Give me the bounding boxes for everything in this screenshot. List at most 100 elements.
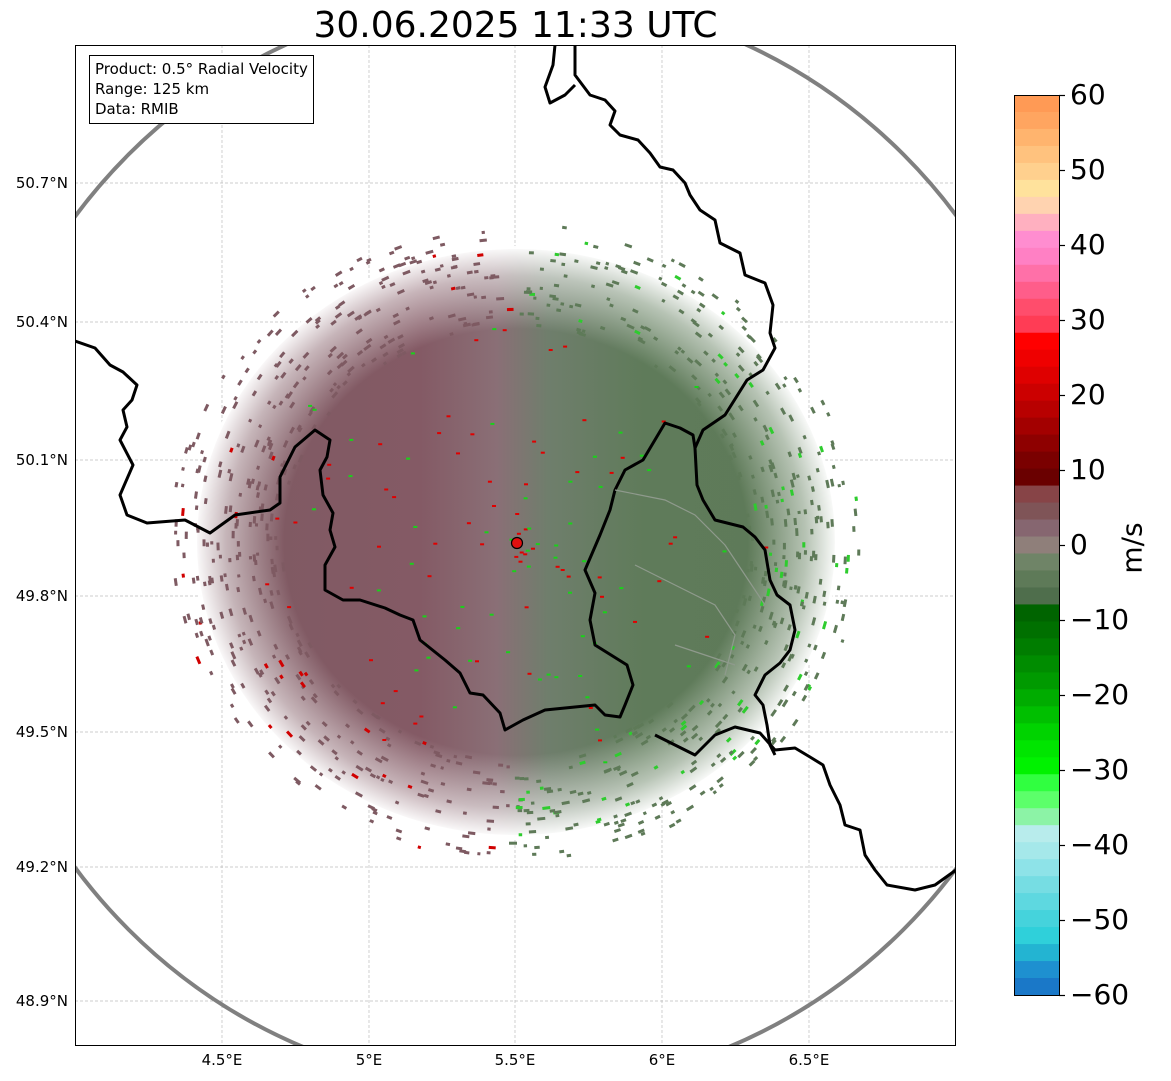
radar-gate	[691, 374, 698, 381]
radar-gate	[450, 286, 456, 291]
map-frame[interactable]	[75, 45, 956, 1046]
radar-gate	[846, 554, 850, 562]
radar-gate	[266, 400, 272, 406]
radar-gate	[424, 280, 433, 286]
radar-gate	[429, 285, 434, 290]
radar-gate	[542, 806, 551, 810]
colorbar-band	[1014, 162, 1059, 181]
radar-gate	[770, 462, 776, 470]
radar-gate	[626, 323, 635, 330]
radar-gate	[697, 290, 705, 297]
radar-gate	[279, 674, 284, 680]
radar-gate	[515, 806, 523, 810]
radar-gate	[241, 631, 246, 636]
radar-gate	[473, 321, 480, 326]
radar-gate	[637, 820, 645, 825]
radar-map[interactable]	[75, 45, 956, 1046]
radar-gate	[331, 391, 339, 399]
radar-gate	[712, 790, 717, 795]
radar-gate	[364, 766, 372, 773]
radar-gate	[764, 434, 770, 441]
radar-gate	[749, 564, 754, 572]
radar-gate	[731, 432, 737, 438]
radar-gate	[791, 472, 797, 481]
radar-gate	[349, 740, 355, 745]
radar-gate	[825, 479, 830, 489]
radar-gate	[240, 355, 245, 360]
lon-label: 6.5°E	[788, 1051, 830, 1069]
radar-gate	[369, 819, 375, 824]
radar-gate	[742, 597, 748, 606]
radar-gate	[741, 325, 748, 332]
radar-gate	[581, 329, 586, 334]
radar-gate	[396, 348, 404, 354]
radar-gate	[425, 249, 434, 255]
radar-gate	[354, 791, 363, 798]
radar-gate	[263, 704, 271, 712]
radar-gate	[229, 703, 235, 709]
radar-gate	[793, 584, 798, 590]
radar-gate	[579, 760, 586, 766]
radar-gate	[734, 299, 740, 304]
radar-gate	[523, 290, 532, 294]
radar-gate	[347, 365, 355, 374]
radar-gate	[719, 756, 727, 764]
radar-gate	[735, 608, 740, 614]
radar-gate	[605, 282, 614, 288]
lon-label: 5.5°E	[494, 1051, 536, 1069]
colorbar-tick-label: −30	[1070, 753, 1130, 786]
radar-gate	[802, 542, 806, 548]
radar-gate	[456, 452, 460, 455]
radar-gate	[280, 371, 287, 379]
radar-gate	[573, 822, 579, 827]
radar-gate	[660, 802, 666, 807]
radar-gate	[237, 574, 241, 578]
radar-gate	[545, 835, 550, 840]
radar-gate	[810, 528, 814, 535]
radar-gate	[455, 761, 463, 766]
radar-gate	[413, 525, 418, 528]
radar-gate	[640, 325, 646, 330]
radar-gate	[673, 718, 678, 724]
radar-gate	[492, 805, 499, 810]
radar-site-marker[interactable]	[510, 536, 524, 550]
radar-gate	[831, 464, 836, 470]
radar-gate	[278, 659, 285, 668]
radar-gate	[186, 613, 191, 621]
radar-gate	[194, 505, 199, 511]
radar-gate	[308, 404, 313, 407]
radar-gate	[644, 326, 652, 332]
radar-gate	[705, 635, 710, 638]
radar-gate	[582, 560, 587, 563]
radar-gate	[654, 814, 661, 820]
radar-gate	[392, 312, 400, 319]
colorbar-band	[1014, 740, 1059, 758]
radar-gate	[624, 833, 633, 840]
radar-gate	[618, 770, 628, 776]
radar-gate	[741, 705, 749, 714]
radar-gate	[722, 550, 727, 553]
radar-gate	[694, 359, 703, 367]
radar-gate	[668, 727, 676, 733]
radar-gate	[409, 562, 414, 565]
radar-gate	[523, 553, 528, 556]
radar-gate	[194, 632, 200, 639]
radar-gate	[382, 351, 389, 358]
colorbar-tick-label: 0	[1070, 528, 1088, 561]
radar-gate	[246, 478, 251, 486]
radar-gate	[762, 424, 769, 433]
radar-gate	[766, 588, 771, 597]
lat-label: 49.2°N	[15, 858, 68, 876]
radar-gate	[257, 481, 262, 487]
radar-gate	[524, 606, 529, 609]
radar-gate	[384, 488, 389, 491]
radar-gate	[488, 310, 493, 314]
radar-gate	[356, 256, 363, 263]
radar-gate	[401, 350, 407, 356]
radar-gate	[273, 564, 278, 573]
radar-gate	[731, 451, 737, 459]
radar-gate	[705, 698, 711, 703]
radar-gate	[614, 751, 622, 758]
radar-gate	[563, 274, 568, 278]
radar-gate	[754, 738, 761, 746]
